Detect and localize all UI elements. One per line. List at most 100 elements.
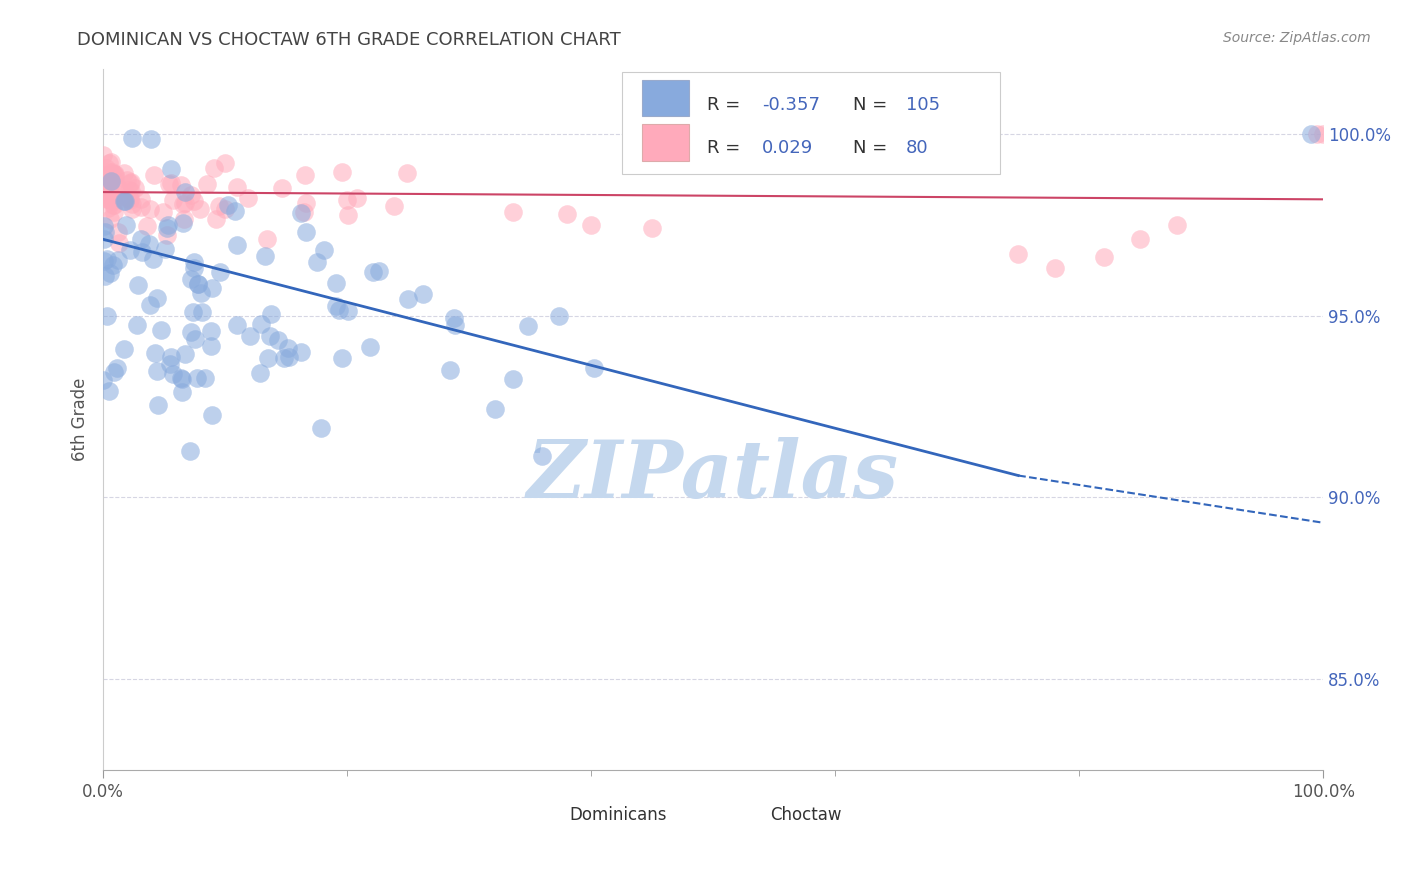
Point — [96, 192, 118, 206]
Point — [555, 207, 578, 221]
Point — [112, 342, 135, 356]
Point — [531, 450, 554, 464]
Point — [103, 204, 125, 219]
Point — [97, 174, 120, 188]
Point — [193, 371, 215, 385]
Point — [103, 167, 125, 181]
Point — [170, 371, 193, 385]
FancyBboxPatch shape — [643, 124, 689, 161]
Point — [108, 235, 131, 250]
Point — [208, 265, 231, 279]
Point — [98, 156, 121, 170]
Point — [93, 253, 115, 268]
Point — [97, 180, 120, 194]
Point — [149, 323, 172, 337]
Point — [121, 130, 143, 145]
Point — [226, 238, 249, 252]
Point — [443, 310, 465, 325]
Point — [146, 291, 169, 305]
Text: 105: 105 — [905, 96, 941, 114]
Point — [96, 252, 118, 266]
Point — [125, 318, 148, 332]
Point — [183, 194, 205, 208]
Point — [112, 194, 135, 208]
Point — [181, 304, 204, 318]
Point — [224, 203, 246, 218]
Point — [120, 184, 142, 198]
Point — [641, 221, 664, 235]
Point — [170, 384, 193, 399]
Point — [330, 164, 353, 178]
Point — [201, 281, 224, 295]
Point — [259, 329, 281, 343]
Text: DOMINICAN VS CHOCTAW 6TH GRADE CORRELATION CHART: DOMINICAN VS CHOCTAW 6TH GRADE CORRELATI… — [77, 31, 621, 49]
Point — [295, 195, 318, 210]
Point — [336, 194, 359, 208]
Point — [361, 264, 384, 278]
Point — [180, 325, 202, 339]
Point — [148, 398, 170, 412]
Point — [311, 421, 333, 435]
Point — [328, 303, 350, 318]
Point — [582, 361, 605, 376]
Text: ZIPatlas: ZIPatlas — [527, 436, 900, 514]
Point — [236, 191, 259, 205]
Text: Dominicans: Dominicans — [569, 806, 666, 824]
Point — [266, 333, 288, 347]
Point — [277, 341, 299, 355]
Text: N =: N = — [853, 139, 893, 157]
Point — [325, 276, 347, 290]
Point — [121, 202, 143, 216]
Point — [1166, 218, 1188, 232]
Point — [94, 225, 117, 239]
Point — [249, 366, 271, 380]
Point — [368, 264, 391, 278]
Point — [115, 218, 138, 232]
Point — [180, 188, 202, 202]
Point — [188, 202, 211, 216]
Point — [101, 165, 124, 179]
Point — [96, 201, 118, 215]
Point — [226, 180, 249, 194]
Point — [100, 179, 122, 194]
Point — [118, 243, 141, 257]
Text: Choctaw: Choctaw — [770, 806, 842, 824]
Point — [290, 206, 312, 220]
Point — [208, 199, 231, 213]
Point — [337, 304, 360, 318]
Point — [112, 166, 135, 180]
Point — [131, 245, 153, 260]
Point — [101, 258, 124, 272]
Point — [156, 221, 179, 235]
Text: R =: R = — [707, 139, 747, 157]
Point — [516, 319, 538, 334]
Point — [1043, 261, 1066, 276]
Point — [146, 364, 169, 378]
Point — [98, 165, 121, 179]
Y-axis label: 6th Grade: 6th Grade — [72, 377, 89, 461]
FancyBboxPatch shape — [621, 72, 1000, 174]
Point — [173, 185, 195, 199]
Point — [1092, 251, 1115, 265]
Point — [138, 202, 160, 217]
Point — [117, 191, 139, 205]
FancyBboxPatch shape — [720, 803, 758, 828]
Point — [104, 167, 127, 181]
Point — [1306, 127, 1329, 141]
Point — [94, 161, 117, 176]
Point — [104, 169, 127, 184]
Point — [214, 156, 236, 170]
FancyBboxPatch shape — [643, 79, 689, 116]
Point — [160, 350, 183, 364]
Text: Source: ZipAtlas.com: Source: ZipAtlas.com — [1223, 31, 1371, 45]
Point — [101, 198, 124, 212]
Point — [502, 205, 524, 219]
Point — [138, 237, 160, 252]
Point — [249, 317, 271, 331]
Point — [96, 310, 118, 324]
Point — [93, 219, 115, 233]
Point — [502, 372, 524, 386]
Point — [100, 193, 122, 207]
Point — [307, 255, 329, 269]
Point — [292, 204, 315, 219]
